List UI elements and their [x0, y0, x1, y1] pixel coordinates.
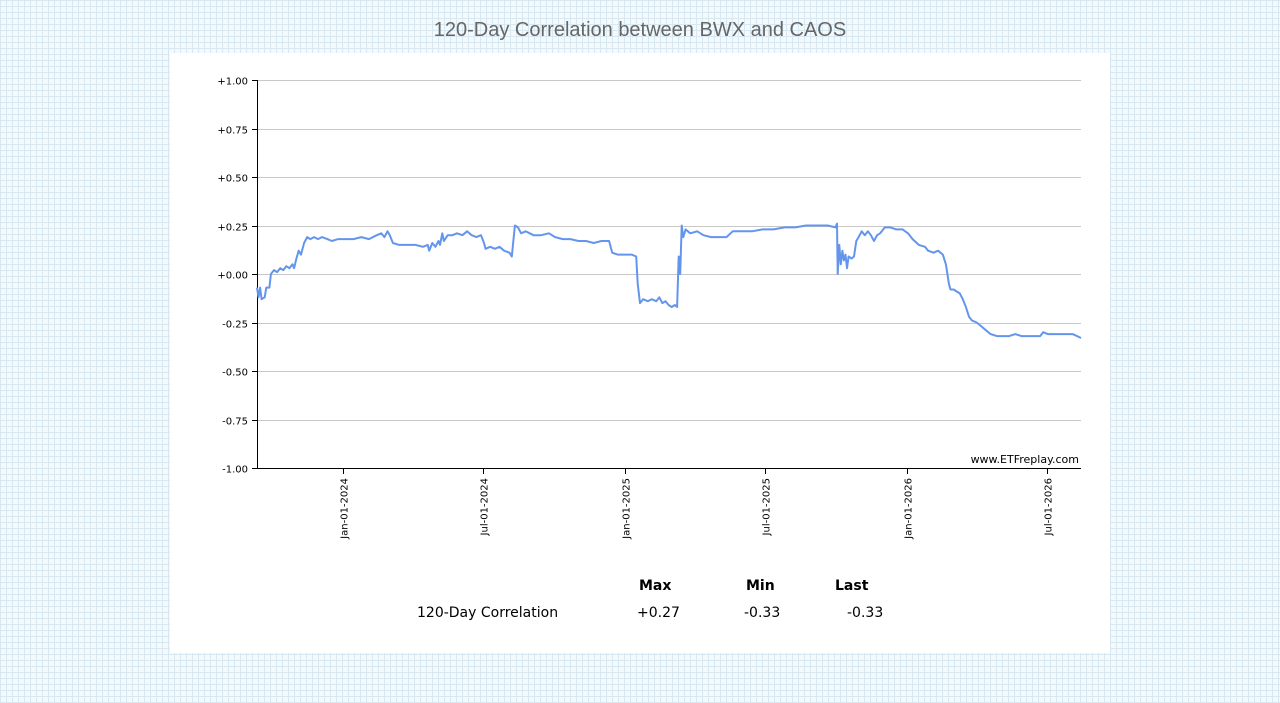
series-layer [256, 222, 1082, 339]
stats-value-min: -0.33 [744, 605, 781, 621]
x-tick-label: Jan-01-2026 [904, 478, 915, 540]
stats-header-max: Max [639, 578, 672, 594]
y-tick-label: +0.75 [217, 126, 248, 137]
stats-row-label: 120-Day Correlation [417, 605, 559, 621]
x-tick-label: Jan-01-2024 [340, 478, 351, 540]
y-tick-label: -1.00 [222, 465, 248, 476]
x-tick-label: Jul-01-2026 [1044, 478, 1055, 536]
y-tick-label: +0.00 [217, 271, 248, 282]
stats-value-max: +0.27 [637, 605, 680, 621]
watermark-text: www.ETFreplay.com [971, 453, 1079, 466]
stats-header-min: Min [746, 578, 775, 594]
y-tick-label: +1.00 [217, 77, 248, 88]
y-tick-label: +0.50 [217, 174, 248, 185]
chart-title: 120-Day Correlation between BWX and CAOS [433, 19, 847, 41]
stats-table: Max Min Last 120-Day Correlation +0.27 -… [170, 53, 1110, 653]
stats-value-last: -0.33 [847, 605, 884, 621]
chart-panel: +1.00 +0.75 +0.50 +0.25 +0.00 -0.25 -0.50 -0.75… [170, 53, 1110, 653]
x-tick-label: Jan-01-2025 [622, 478, 633, 540]
y-tick-label: -0.25 [222, 320, 248, 331]
x-tick-label: Jul-01-2025 [762, 478, 773, 536]
y-tick-label: +0.25 [217, 223, 248, 234]
y-tick-label: -0.75 [222, 417, 248, 428]
correlation-chart: +1.00 +0.75 +0.50 +0.25 +0.00 -0.25 -0.50 -0.75… [217, 77, 1082, 540]
stats-header-last: Last [835, 578, 869, 594]
x-tick-label: Jul-01-2024 [480, 478, 491, 536]
correlation-series-line [256, 222, 1082, 339]
y-tick-label: -0.50 [222, 368, 248, 379]
axes: +1.00 +0.75 +0.50 +0.25 +0.00 -0.25 -0.50 -0.75… [217, 77, 1081, 540]
